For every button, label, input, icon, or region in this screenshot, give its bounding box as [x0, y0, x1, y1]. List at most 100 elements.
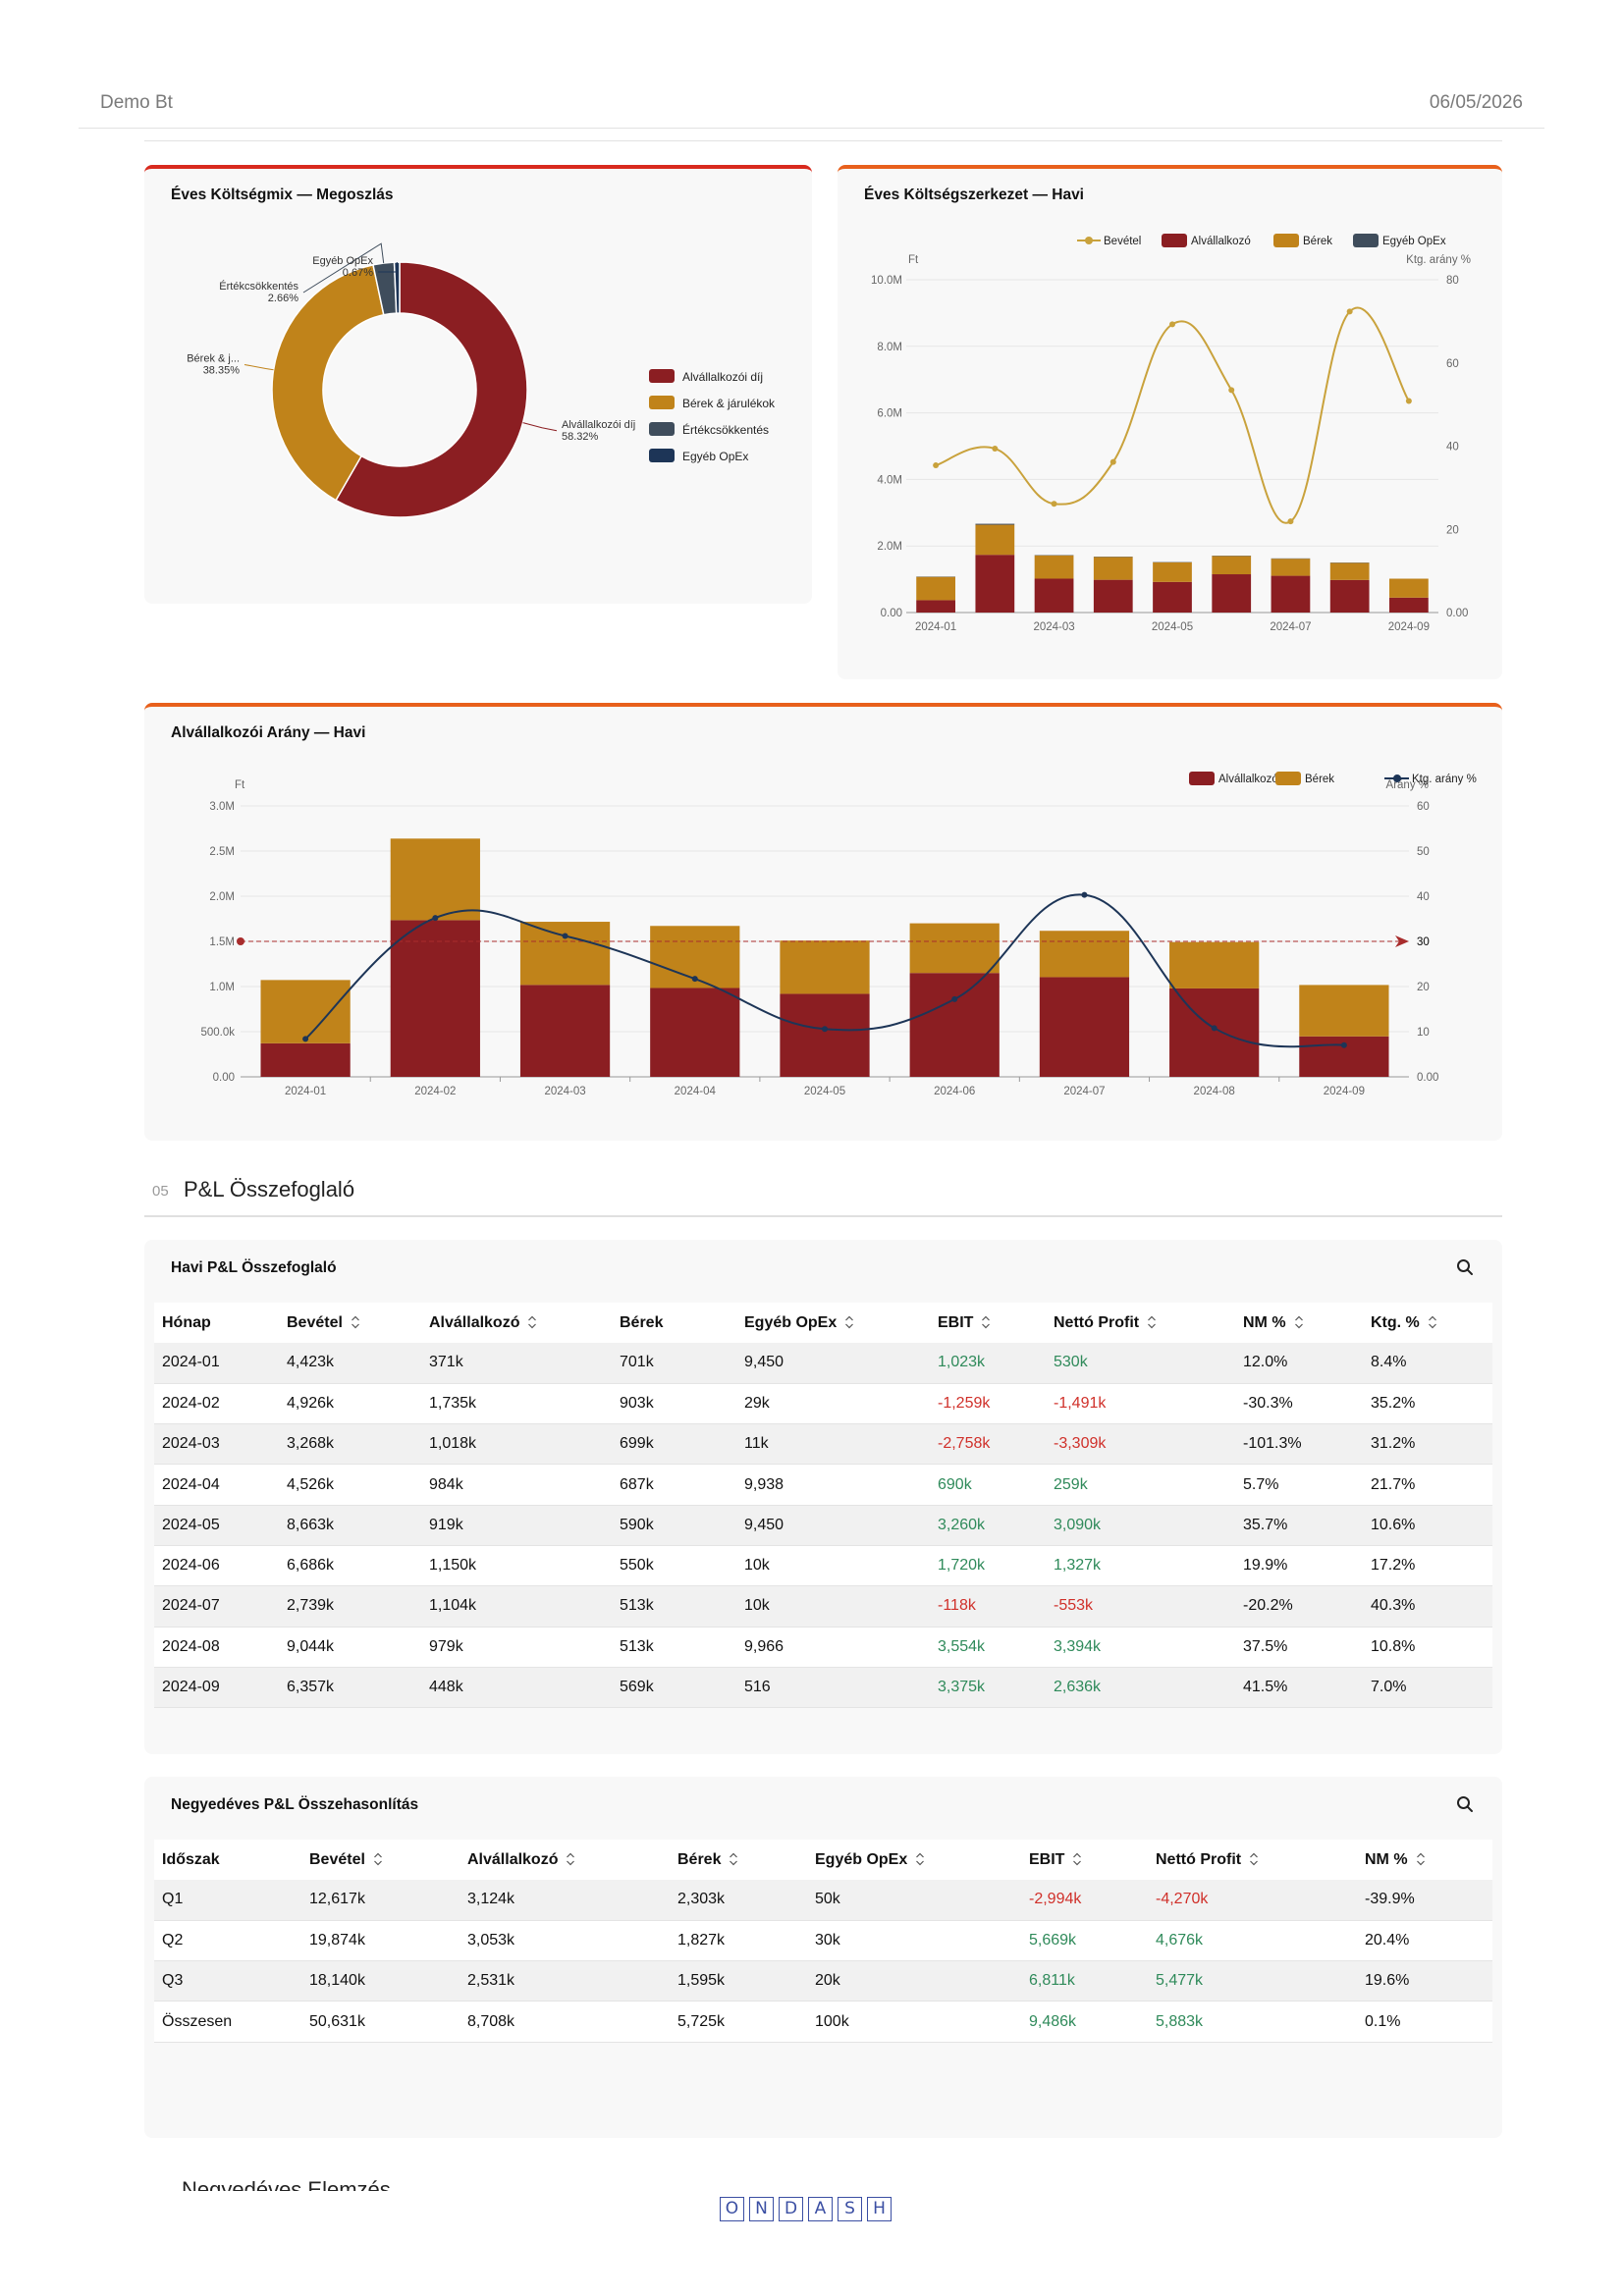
bar-segment [916, 576, 955, 601]
y2-tick-label: 0.00 [1417, 1072, 1438, 1084]
sort-icon[interactable] [844, 1315, 854, 1329]
table-cell: 40.3% [1363, 1585, 1492, 1628]
y2-tick-label: 30 [1417, 936, 1430, 948]
next-section-title-cut: Negyedéves Elemzés [182, 2177, 391, 2191]
sort-icon[interactable] [566, 1852, 575, 1866]
legend-marker [1085, 237, 1093, 244]
column-header-label: Ktg. % [1371, 1313, 1420, 1331]
sort-icon[interactable] [527, 1315, 537, 1329]
donut-leader-line [302, 242, 385, 294]
legend-label: Alvállalkozó [1191, 236, 1251, 247]
section-title: P&L Összefoglaló [184, 1177, 355, 1201]
column-header[interactable]: Alvállalkozó [421, 1303, 612, 1343]
table-cell: 3,375k [930, 1667, 1046, 1709]
x-tick-label: 2024-01 [285, 1086, 326, 1097]
table-cell: 10k [736, 1545, 930, 1587]
ratio-point [822, 1026, 828, 1033]
table-cell: 11k [736, 1423, 930, 1466]
column-header[interactable]: Egyéb OpEx [807, 1840, 1021, 1880]
sort-icon[interactable] [729, 1852, 738, 1866]
table-cell: 2024-08 [154, 1627, 279, 1668]
bar-segment [1329, 562, 1370, 580]
column-header[interactable]: Nettó Profit [1148, 1840, 1357, 1880]
logo-letter: N [749, 2197, 774, 2221]
table-cell: 513k [612, 1585, 736, 1628]
sort-icon[interactable] [351, 1315, 360, 1329]
y-tick-label: 10.0M [871, 275, 902, 287]
table-cell: 2,303k [670, 1880, 807, 1921]
donut-slice [335, 261, 528, 518]
table-row: Összesen 50,631k 8,708k 5,725k 100k 9,486k 5,8… [154, 2001, 1492, 2043]
column-header[interactable]: Bérek [670, 1840, 807, 1880]
y2-tick-label: 20 [1417, 982, 1430, 993]
table-cell: 530k [1046, 1343, 1235, 1384]
table-cell: 0.1% [1357, 2001, 1492, 2043]
search-icon[interactable] [1455, 1257, 1475, 1277]
column-header[interactable]: NM % [1235, 1303, 1363, 1343]
sort-icon[interactable] [1294, 1315, 1304, 1329]
column-header[interactable]: Bevétel [279, 1303, 421, 1343]
table-cell: 5,477k [1148, 1960, 1357, 2002]
table-cell: 9,450 [736, 1343, 930, 1384]
table-cell: 1,327k [1046, 1545, 1235, 1587]
bar-segment [1153, 581, 1192, 613]
table-cell: 5,883k [1148, 2001, 1357, 2043]
donut-slice [271, 263, 385, 502]
table-cell: 50,631k [301, 2001, 460, 2043]
sort-icon[interactable] [1147, 1315, 1157, 1329]
search-icon[interactable] [1455, 1794, 1475, 1814]
ratio-title: Alvállalkozói Arány — Havi [171, 724, 366, 741]
bar-segment [1034, 578, 1074, 613]
x-tick-label: 2024-04 [675, 1086, 717, 1097]
sort-icon[interactable] [1416, 1852, 1426, 1866]
table-cell: 8,663k [279, 1505, 421, 1546]
y-axis-title: Ft [908, 254, 919, 266]
column-header[interactable]: NM % [1357, 1840, 1492, 1880]
column-header[interactable]: Nettó Profit [1046, 1303, 1235, 1343]
table-cell: 6,357k [279, 1667, 421, 1709]
subcontractor-ratio-card: Alvállalkozói Arány — Havi 0.00 500.0k 1.0… [144, 703, 1502, 1141]
table-cell: 9,486k [1021, 2001, 1148, 2043]
table-cell: 19,874k [301, 1920, 460, 1962]
column-header[interactable]: EBIT [1021, 1840, 1148, 1880]
bar-segment [1271, 575, 1311, 613]
sort-icon[interactable] [1249, 1852, 1259, 1866]
monthly-cost-card: Éves Költségszerkezet — Havi 0.00 2.0M 4.0… [838, 165, 1502, 679]
table-cell: 4,526k [279, 1464, 421, 1506]
table-cell: 3,394k [1046, 1627, 1235, 1668]
sort-icon[interactable] [1428, 1315, 1437, 1329]
table-cell: 2024-04 [154, 1464, 279, 1506]
column-header[interactable]: Bevétel [301, 1840, 460, 1880]
sort-icon[interactable] [1072, 1852, 1082, 1866]
donut-percent-label: 58.32% [562, 431, 599, 443]
column-header[interactable]: Alvállalkozó [460, 1840, 670, 1880]
column-header[interactable]: Ktg. % [1363, 1303, 1492, 1343]
table-cell: 20k [807, 1960, 1021, 2002]
table-cell: 8,708k [460, 2001, 670, 2043]
ratio-point [562, 933, 568, 939]
x-tick-label: 2024-09 [1324, 1086, 1365, 1097]
legend-label: Alvállalkozói díj [682, 370, 763, 384]
sort-icon[interactable] [981, 1315, 991, 1329]
table-row: 2024-08 9,044k 979k 513k 9,966 3,554k 3,394k 37… [154, 1627, 1492, 1668]
y-tick-label: 3.0M [209, 801, 235, 813]
monthly-cost-title: Éves Költségszerkezet — Havi [864, 187, 1084, 203]
table-row: 2024-01 4,423k 371k 701k 9,450 1,023k 530k 12.0… [154, 1343, 1492, 1384]
logo-letter: O [720, 2197, 744, 2221]
column-header[interactable]: Egyéb OpEx [736, 1303, 930, 1343]
table-cell: -1,259k [930, 1383, 1046, 1425]
table-cell: 31.2% [1363, 1423, 1492, 1466]
sort-icon[interactable] [915, 1852, 925, 1866]
ratio-point [951, 995, 958, 1002]
table-row: Q1 12,617k 3,124k 2,303k 50k -2,994k -4,270k -3… [154, 1880, 1492, 1921]
table-cell: 10.6% [1363, 1505, 1492, 1546]
x-tick-label: 2024-07 [1270, 621, 1311, 633]
revenue-point [1169, 321, 1175, 328]
table-cell: Q3 [154, 1960, 301, 2002]
column-header-label: Bevétel [287, 1313, 343, 1331]
bar-segment [975, 523, 1015, 525]
sort-icon[interactable] [373, 1852, 383, 1866]
table-row: 2024-06 6,686k 1,150k 550k 10k 1,720k 1,327k 19… [154, 1545, 1492, 1587]
x-tick-label: 2024-09 [1388, 621, 1430, 633]
column-header[interactable]: EBIT [930, 1303, 1046, 1343]
